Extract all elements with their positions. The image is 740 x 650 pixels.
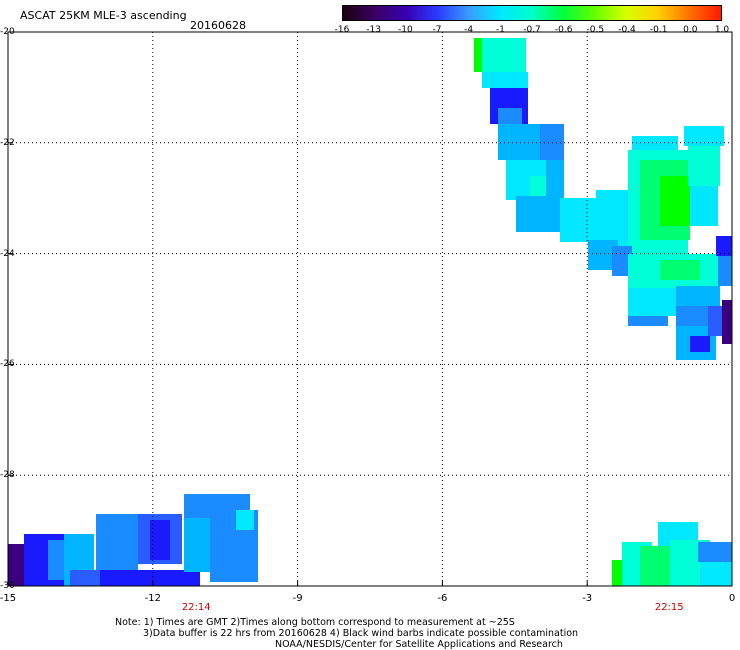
swath-cell [530,176,550,200]
colorbar-label: -0.5 [586,25,605,35]
colorbar-label: 1.0 [714,25,730,35]
swath-cell [688,146,720,186]
time-label: 22:15 [654,602,684,613]
y-tick-label: -30 [0,581,15,591]
swath-cell [8,544,26,586]
swath-cell [540,124,564,160]
swath-cell [628,288,678,316]
x-tick-label: -6 [437,593,448,604]
swath-cell [546,160,564,200]
swath-cell [516,196,560,232]
swath-cell [96,570,200,586]
swath-cell [708,306,722,336]
swath-cell [482,38,526,72]
swath-cell [718,256,732,286]
note-line-1: Note: 1) Times are GMT 2)Times along bot… [115,617,515,628]
y-tick-label: -24 [0,248,15,259]
colorbar-label: -10 [397,25,413,35]
x-tick-label: 0 [728,593,736,604]
swath-cell [498,124,540,160]
colorbar-label: -1 [495,25,505,35]
note-line-3: NOAA/NESDIS/Center for Satellite Applica… [275,639,563,650]
y-tick-label: -26 [0,359,15,370]
swath-cell [700,562,732,586]
swath-cell [612,560,622,586]
colorbar-label: -4 [464,25,474,35]
swath-cell [690,336,710,352]
map-date: 20160628 [190,19,246,32]
swath-cell [498,108,522,128]
swath-cell [640,546,670,586]
swath-cell [684,126,724,146]
swath-cell [716,236,732,256]
swath-cell [660,176,690,226]
plot-frame [7,31,733,587]
tick-marks [7,31,733,587]
swath-cell [236,510,254,530]
time-label: 22:14 [181,602,211,613]
colorbar-label: -13 [366,25,382,35]
x-tick-label: -12 [144,593,161,604]
swath-cell [698,542,732,562]
swath-cell [628,316,668,326]
swath-cell [676,306,716,328]
map-title: ASCAT 25KM MLE-3 ascending [20,9,187,22]
colorbar-label: -7 [432,25,442,35]
swath-cell [96,514,138,572]
gridlines [7,31,733,587]
x-tick-label: -9 [292,593,303,604]
colorbar-label: -0.7 [523,25,541,35]
swath-cell [70,570,100,586]
swath-cell [560,198,596,242]
y-tick-label: -22 [0,137,15,148]
swath-cell [474,38,482,72]
colorbar-label: -0.1 [649,25,668,35]
swath-cell [722,300,732,344]
colorbar-label: -0.6 [554,25,573,35]
x-tick-label: -15 [0,593,17,604]
note-line-2: 3)Data buffer is 22 hrs from 20160628 4)… [143,628,579,639]
swath-cell [184,518,214,572]
colorbar-label: -0.4 [618,25,636,35]
colorbar [342,5,722,21]
swath-cells [8,38,732,586]
swath-cell [690,186,718,226]
colorbar-label: 0.0 [683,25,698,35]
swath-cell [150,520,170,560]
y-tick-label: -20 [0,27,15,37]
swath-cell [660,260,700,280]
y-tick-label: -28 [0,470,15,481]
x-tick-label: -3 [582,593,593,604]
swath-cell [482,72,528,88]
colorbar-label: -16 [334,25,350,35]
